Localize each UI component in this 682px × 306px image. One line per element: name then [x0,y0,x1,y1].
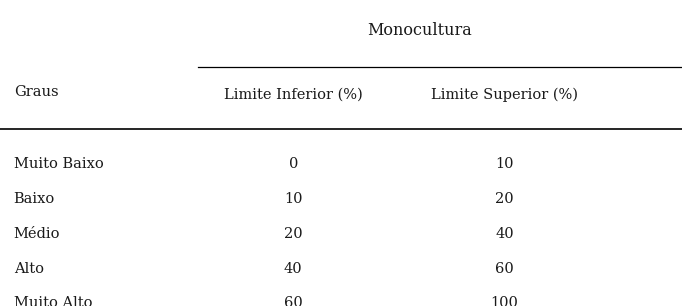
Text: Muito Baixo: Muito Baixo [14,157,104,171]
Text: Monocultura: Monocultura [367,22,472,39]
Text: Limite Inferior (%): Limite Inferior (%) [224,88,363,102]
Text: 10: 10 [284,192,303,206]
Text: Alto: Alto [14,262,44,276]
Text: 40: 40 [495,227,514,241]
Text: 10: 10 [495,157,514,171]
Text: 60: 60 [495,262,514,276]
Text: 40: 40 [284,262,303,276]
Text: Muito Alto: Muito Alto [14,296,92,306]
Text: Baixo: Baixo [14,192,55,206]
Text: Graus: Graus [14,85,58,99]
Text: 100: 100 [491,296,518,306]
Text: Médio: Médio [14,227,60,241]
Text: 60: 60 [284,296,303,306]
Text: Limite Superior (%): Limite Superior (%) [431,88,578,102]
Text: 20: 20 [495,192,514,206]
Text: 0: 0 [288,157,298,171]
Text: 20: 20 [284,227,303,241]
